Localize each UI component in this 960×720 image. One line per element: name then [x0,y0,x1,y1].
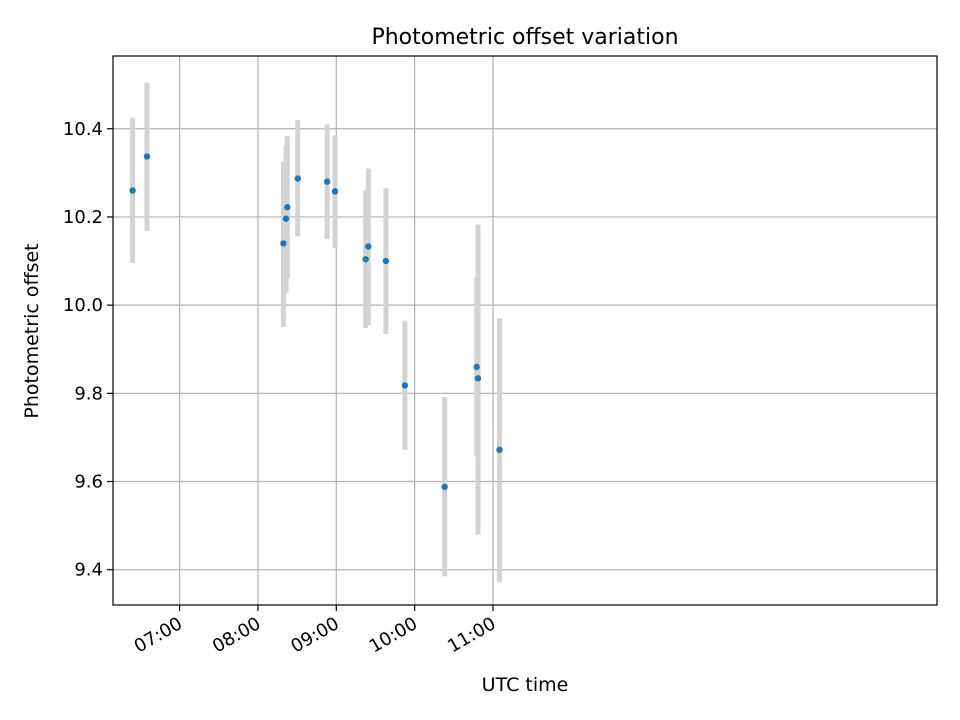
data-point [284,204,291,211]
data-point [474,375,482,382]
y-tick-label: 9.8 [74,383,103,404]
data-point [401,382,409,389]
data-points [129,153,503,491]
chart-title: Photometric offset variation [371,25,678,50]
data-point [129,187,136,194]
y-tick-label: 10.2 [63,207,103,228]
y-tick-label: 10.4 [63,119,103,140]
data-point [496,446,503,453]
data-point [441,483,448,491]
data-point [365,243,372,250]
y-tick-label: 10.0 [63,295,103,316]
data-point [280,240,287,247]
data-point [473,363,480,371]
data-point [294,175,301,182]
y-tick-label: 9.6 [74,472,103,493]
plot-area-frame [112,55,938,606]
data-point [331,188,339,195]
data-point [282,215,290,222]
x-axis-label: UTC time [482,674,569,696]
data-point [323,178,331,185]
y-tick-label: 9.4 [74,560,103,581]
data-point [362,256,369,263]
data-point [143,153,151,160]
y-axis-label: Photometric offset [21,243,43,418]
data-point [382,257,390,265]
